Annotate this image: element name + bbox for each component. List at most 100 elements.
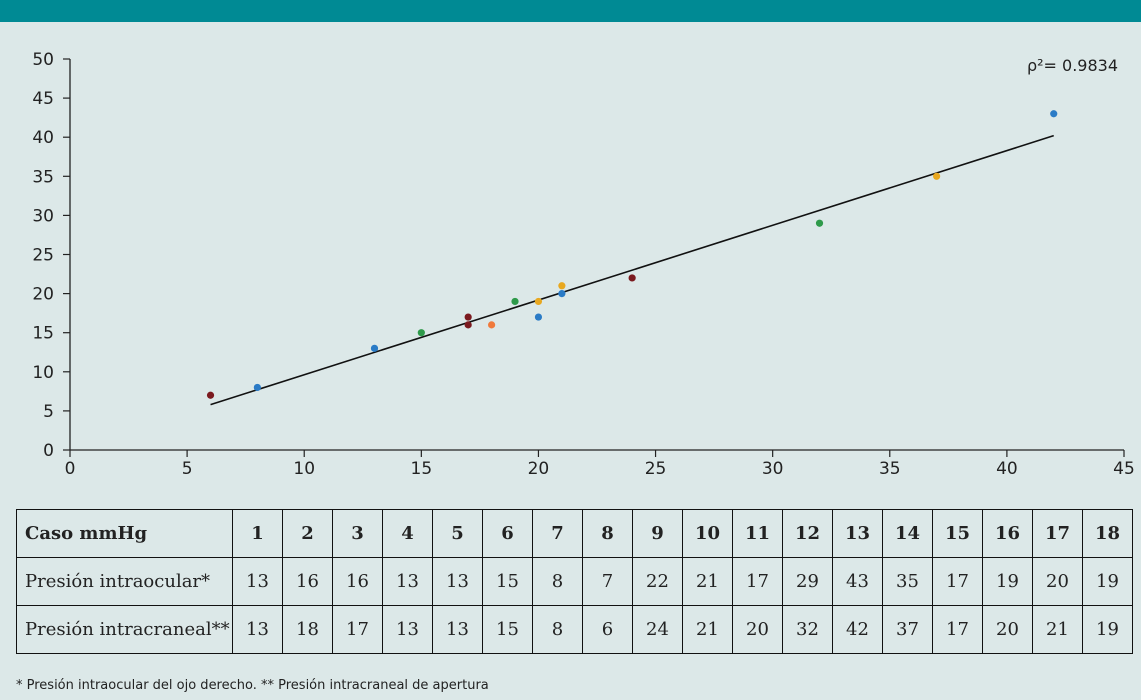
y-tick-label: 50 — [32, 50, 54, 70]
data-point — [511, 297, 519, 306]
value-cell: 6 — [582, 605, 633, 654]
value-cell: 17 — [332, 605, 383, 654]
value-cell: 13 — [432, 605, 483, 654]
value-cell: 16 — [282, 557, 333, 606]
x-tick-label: 25 — [645, 459, 667, 479]
y-tick-label: 30 — [32, 206, 54, 226]
value-cell: 7 — [582, 557, 633, 606]
case-number-cell: 10 — [682, 509, 733, 558]
case-number-cell: 11 — [732, 509, 783, 558]
table-row: Presión intraocular* 13 16 16 13 13 15 8 7 22 21 17… — [16, 557, 1133, 606]
value-cell: 20 — [732, 605, 783, 654]
value-cell: 19 — [982, 557, 1033, 606]
value-cell: 16 — [332, 557, 383, 606]
x-tick-label: 15 — [411, 459, 433, 479]
data-point — [1050, 110, 1058, 118]
value-cell: 21 — [682, 605, 733, 654]
y-tick-label: 40 — [32, 128, 54, 148]
data-point — [558, 290, 566, 298]
case-number-cell: 7 — [532, 509, 583, 558]
case-number-cell: 6 — [482, 509, 533, 558]
table-row: Presión intracraneal** 13 18 17 13 13 15 8 6 24 21… — [16, 605, 1133, 654]
value-cell: 20 — [982, 605, 1033, 654]
y-tick-label: 20 — [32, 285, 54, 305]
value-cell: 13 — [432, 557, 483, 606]
table-header-label: Caso mmHg — [16, 509, 233, 558]
header-bar — [0, 0, 1141, 22]
case-number-cell: 3 — [332, 509, 383, 558]
value-cell: 18 — [282, 605, 333, 654]
data-point — [253, 383, 261, 392]
value-cell: 17 — [932, 557, 983, 606]
points-group — [206, 110, 1058, 399]
case-number-cell: 16 — [982, 509, 1033, 558]
footnote: * Presión intraocular del ojo derecho. *… — [16, 678, 489, 693]
scatter-chart: 0 5 10 15 20 25 30 35 40 45 50 0 5 10 15 20 25 30 35 40 45 ρ… — [32, 50, 1134, 479]
trendline-group — [210, 134, 1054, 406]
case-number-cell: 1 — [232, 509, 283, 558]
data-point — [815, 219, 824, 227]
data-point — [488, 321, 496, 329]
y-tick-label: 0 — [43, 441, 54, 461]
value-cell: 37 — [882, 605, 933, 654]
data-point — [464, 313, 472, 321]
y-tick-label: 25 — [32, 246, 54, 266]
value-cell: 15 — [482, 605, 533, 654]
y-tick-label: 35 — [32, 167, 54, 187]
data-point — [628, 274, 636, 282]
x-tick-label: 45 — [1113, 459, 1135, 479]
value-cell: 19 — [1082, 557, 1133, 606]
value-cell: 20 — [1032, 557, 1083, 606]
y-tick-label: 10 — [32, 363, 54, 383]
table-header-row: Caso mmHg 1 2 3 4 5 6 7 8 9 10 11 12 13 14 15 16 17 18 — [16, 509, 1133, 558]
case-number-cell: 4 — [382, 509, 433, 558]
case-number-cell: 17 — [1032, 509, 1083, 558]
case-number-cell: 15 — [932, 509, 983, 558]
value-cell: 17 — [932, 605, 983, 654]
data-point — [933, 172, 941, 180]
value-cell: 35 — [882, 557, 933, 606]
value-cell: 43 — [832, 557, 883, 606]
value-cell: 19 — [1082, 605, 1133, 654]
case-number-cell: 5 — [432, 509, 483, 558]
trendline — [210, 134, 1054, 406]
data-point — [534, 297, 543, 306]
data-point — [558, 282, 566, 290]
value-cell: 29 — [782, 557, 833, 606]
value-cell: 32 — [782, 605, 833, 654]
case-number-cell: 9 — [632, 509, 683, 558]
value-cell: 42 — [832, 605, 883, 654]
data-point — [417, 329, 425, 337]
value-cell: 13 — [232, 557, 283, 606]
value-cell: 8 — [532, 605, 583, 654]
value-cell: 8 — [532, 557, 583, 606]
case-number-cell: 13 — [832, 509, 883, 558]
value-cell: 21 — [1032, 605, 1083, 654]
value-cell: 13 — [232, 605, 283, 654]
case-number-cell: 18 — [1082, 509, 1133, 558]
x-tick-label: 0 — [65, 459, 76, 479]
x-tick-label: 10 — [293, 459, 315, 479]
x-tick-label: 35 — [879, 459, 901, 479]
x-tick-label: 5 — [182, 459, 193, 479]
row-label-cell: Presión intraocular* — [16, 557, 233, 606]
data-point — [534, 313, 543, 321]
x-tick-label: 30 — [762, 459, 784, 479]
correlation-annotation: ρ²= 0.9834 — [1027, 56, 1118, 75]
case-number-cell: 8 — [582, 509, 633, 558]
value-cell: 17 — [732, 557, 783, 606]
data-point — [464, 321, 472, 329]
x-tick-label: 40 — [996, 459, 1018, 479]
value-cell: 21 — [682, 557, 733, 606]
chart-axes: 0 5 10 15 20 25 30 35 40 45 50 0 5 10 15 20 25 30 35 40 45 — [32, 50, 1134, 479]
case-number-cell: 12 — [782, 509, 833, 558]
data-table: Caso mmHg 1 2 3 4 5 6 7 8 9 10 11 12 13 14 15 16 17 18 Pres… — [16, 509, 1133, 654]
y-tick-label: 45 — [32, 89, 54, 109]
row-label-cell: Presión intracraneal** — [16, 605, 233, 654]
data-point — [370, 344, 379, 352]
value-cell: 13 — [382, 605, 433, 654]
case-number-cell: 2 — [282, 509, 333, 558]
data-point — [206, 391, 215, 399]
value-cell: 24 — [632, 605, 683, 654]
value-cell: 22 — [632, 557, 683, 606]
